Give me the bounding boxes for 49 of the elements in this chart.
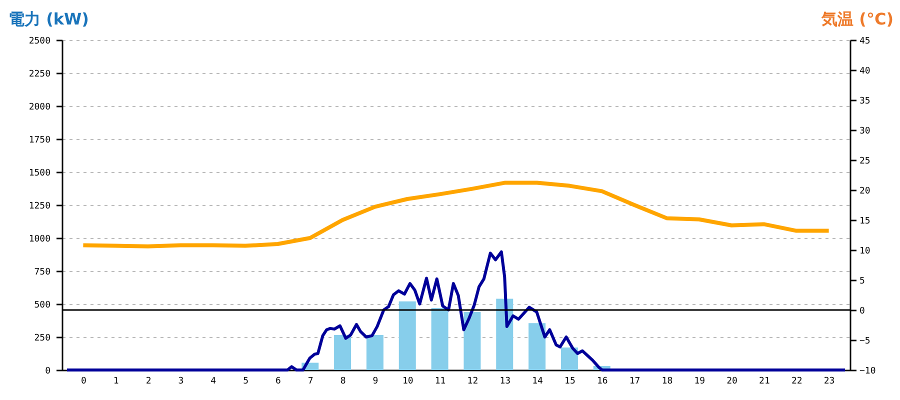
y2-tick-label: 35	[860, 96, 870, 106]
y-tick-label: 2500	[28, 36, 50, 46]
y-tick-label: 1500	[28, 168, 50, 178]
y2-tick-label: 40	[860, 66, 870, 76]
y2-tick-label: 30	[860, 126, 870, 136]
x-tick-label: 21	[759, 376, 770, 386]
y-tick-label: 2000	[28, 102, 50, 112]
y2-tick-label: −5	[860, 336, 870, 346]
x-tick-label: 14	[532, 376, 543, 386]
y2-tick-label: −10	[860, 366, 876, 376]
x-tick-label: 3	[178, 376, 184, 386]
x-tick-label: 18	[662, 376, 673, 386]
x-tick-label: 16	[596, 376, 608, 386]
x-tick-label: 2	[146, 376, 152, 386]
y2-tick-label: 5	[860, 276, 865, 286]
x-tick-label: 22	[791, 376, 802, 386]
x-tick-label: 19	[694, 376, 706, 386]
x-tick-label: 8	[340, 376, 346, 386]
y2-tick-label: 20	[860, 186, 870, 196]
x-tick-label: 10	[402, 376, 414, 386]
y-tick-label: 750	[34, 268, 50, 278]
x-tick-label: 13	[500, 376, 511, 386]
y-tick-label: 0	[45, 366, 50, 376]
y2-tick-label: 45	[860, 36, 870, 46]
x-tick-label: 23	[824, 376, 835, 386]
y-tick-label: 500	[34, 300, 50, 310]
x-tick-label: 17	[629, 376, 640, 386]
y-tick-label: 1000	[28, 234, 50, 244]
x-tick-label: 7	[308, 376, 314, 386]
y2-tick-label: 25	[860, 156, 870, 166]
x-tick-label: 20	[726, 376, 738, 386]
y2-tick-label: 0	[860, 306, 865, 316]
x-tick-label: 5	[243, 376, 249, 386]
y-axis-title: 電力 (kW)	[8, 10, 89, 28]
x-tick-label: 4	[210, 376, 216, 386]
x-tick-label: 12	[467, 376, 478, 386]
x-tick-label: 6	[275, 376, 281, 386]
x-tick-label: 1	[113, 376, 119, 386]
x-tick-label: 0	[80, 376, 86, 386]
y-tick-label: 1750	[28, 136, 50, 146]
x-tick-label: 11	[434, 376, 446, 386]
y-tick-label: 2250	[28, 70, 50, 80]
y-tick-label: 1250	[28, 202, 50, 212]
x-tick-label: 15	[564, 376, 576, 386]
y2-tick-label: 15	[860, 216, 870, 226]
x-tick-label: 9	[372, 376, 378, 386]
y-tick-label: 250	[34, 334, 50, 344]
y2-tick-label: 10	[860, 246, 870, 256]
y2-axis-title: 気温 (°C)	[820, 10, 894, 28]
